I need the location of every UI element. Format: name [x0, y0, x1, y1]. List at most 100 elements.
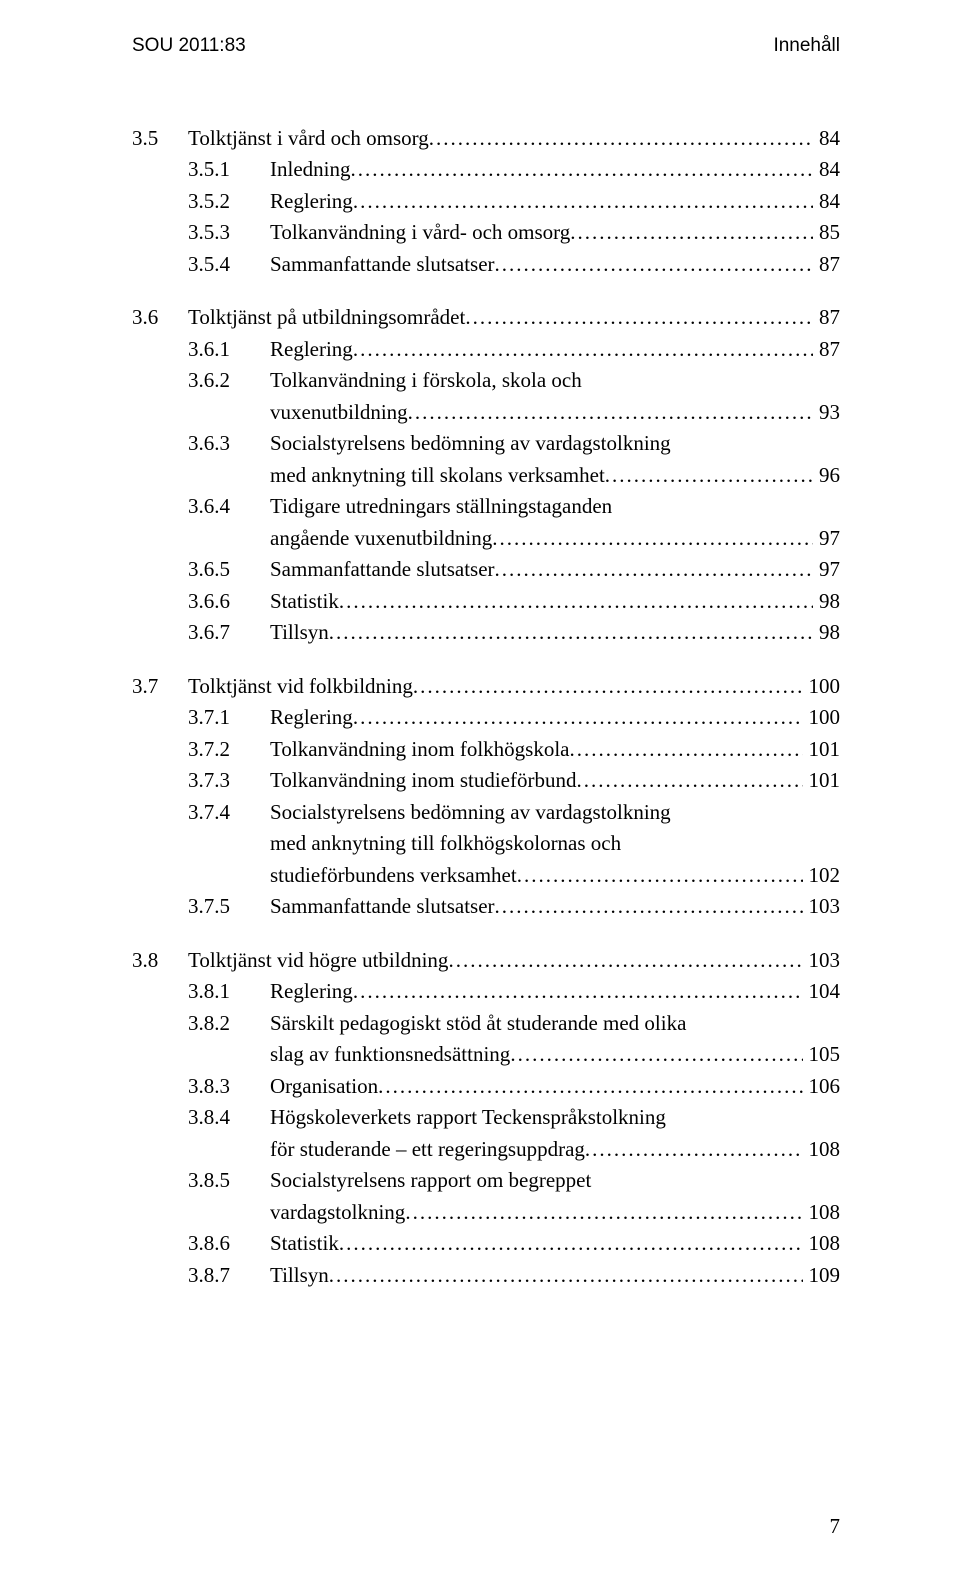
toc-leader [577, 765, 803, 797]
toc-item-page: 104 [803, 976, 841, 1008]
toc-item-continuation-text: vardagstolkning [270, 1197, 405, 1229]
toc-item-title: Statistik [270, 1228, 339, 1260]
toc-leader [495, 249, 813, 281]
toc-item-continuation: studieförbundens verksamhet102 [132, 860, 840, 892]
toc-item-page: 105 [803, 1039, 841, 1071]
page-number: 7 [830, 1511, 841, 1543]
toc-item-continuation: med anknytning till skolans verksamhet96 [132, 460, 840, 492]
toc-section: 3.8Tolktjänst vid högre utbildning1033.8… [132, 945, 840, 1292]
toc-item-continuation-text: vuxenutbildning [270, 397, 408, 429]
toc-section-number: 3.5 [132, 123, 188, 155]
toc-section-title: Tolktjänst vid högre utbildning [188, 945, 448, 977]
toc-section-row: 3.8Tolktjänst vid högre utbildning103 [132, 945, 840, 977]
toc-item-page: 108 [803, 1134, 841, 1166]
toc-item-continuation-text: slag av funktionsnedsättning [270, 1039, 510, 1071]
toc-item-row: 3.7.3Tolkanvändning inom studieförbund10… [132, 765, 840, 797]
header-left: SOU 2011:83 [132, 32, 246, 61]
toc-leader [353, 702, 803, 734]
toc-item-number: 3.5.3 [188, 217, 270, 249]
toc-item-row: 3.7.4Socialstyrelsens bedömning av varda… [132, 797, 840, 829]
table-of-contents: 3.5Tolktjänst i vård och omsorg843.5.1In… [132, 123, 840, 1292]
toc-item-number: 3.7.2 [188, 734, 270, 766]
toc-leader [353, 186, 813, 218]
toc-item-title: Tolkanvändning inom folkhögskola [270, 734, 570, 766]
toc-leader [405, 1197, 802, 1229]
toc-item-number: 3.5.1 [188, 154, 270, 186]
toc-item-row: 3.6.3Socialstyrelsens bedömning av varda… [132, 428, 840, 460]
toc-section: 3.6Tolktjänst på utbildningsområdet873.6… [132, 302, 840, 649]
toc-item-row: 3.6.6Statistik98 [132, 586, 840, 618]
page-header: SOU 2011:83 Innehåll [132, 32, 840, 61]
toc-item-number: 3.8.5 [188, 1165, 270, 1197]
toc-item-title: Tillsyn [270, 1260, 329, 1292]
toc-item-number: 3.6.5 [188, 554, 270, 586]
toc-item-page: 108 [803, 1197, 841, 1229]
toc-leader [585, 1134, 803, 1166]
toc-section-page: 100 [803, 671, 841, 703]
toc-item-page: 108 [803, 1228, 841, 1260]
toc-item-row: 3.8.7Tillsyn109 [132, 1260, 840, 1292]
toc-item-page: 97 [813, 554, 840, 586]
toc-item-title: Tillsyn [270, 617, 329, 649]
toc-leader [329, 617, 813, 649]
toc-leader [495, 554, 813, 586]
toc-leader [413, 671, 803, 703]
toc-item-number: 3.6.3 [188, 428, 270, 460]
toc-item-title: Sammanfattande slutsatser [270, 554, 495, 586]
toc-item-row: 3.8.1Reglering104 [132, 976, 840, 1008]
toc-item-page: 101 [803, 765, 841, 797]
toc-leader [339, 586, 813, 618]
toc-item-title: Socialstyrelsens bedömning av vardagstol… [270, 797, 671, 829]
toc-leader [429, 123, 813, 155]
toc-item-row: 3.5.4Sammanfattande slutsatser 87 [132, 249, 840, 281]
toc-item-row: 3.8.6Statistik108 [132, 1228, 840, 1260]
toc-leader [605, 460, 813, 492]
toc-item-title: Sammanfattande slutsatser [270, 249, 495, 281]
toc-item-number: 3.8.4 [188, 1102, 270, 1134]
toc-item-title: Tolkanvändning inom studieförbund [270, 765, 577, 797]
toc-leader [353, 334, 813, 366]
toc-item-row: 3.6.1Reglering87 [132, 334, 840, 366]
toc-item-number: 3.6.7 [188, 617, 270, 649]
toc-item-number: 3.6.2 [188, 365, 270, 397]
toc-item-number: 3.6.6 [188, 586, 270, 618]
toc-item-page: 98 [813, 617, 840, 649]
toc-item-number: 3.6.4 [188, 491, 270, 523]
toc-section: 3.7Tolktjänst vid folkbildning1003.7.1Re… [132, 671, 840, 923]
toc-leader [448, 945, 802, 977]
toc-item-number: 3.5.4 [188, 249, 270, 281]
toc-item-number: 3.7.5 [188, 891, 270, 923]
toc-item-row: 3.6.4Tidigare utredningars ställningstag… [132, 491, 840, 523]
toc-item-title: Tolkanvändning i förskola, skola och [270, 365, 582, 397]
toc-item-page: 87 [813, 249, 840, 281]
toc-item-number: 3.7.1 [188, 702, 270, 734]
toc-item-continuation-text: med anknytning till skolans verksamhet [270, 460, 605, 492]
toc-section-number: 3.8 [132, 945, 188, 977]
toc-item-row: 3.8.5Socialstyrelsens rapport om begrepp… [132, 1165, 840, 1197]
toc-item-title: Reglering [270, 186, 353, 218]
toc-item-row: 3.6.7Tillsyn 98 [132, 617, 840, 649]
toc-item-row: 3.8.2Särskilt pedagogiskt stöd åt studer… [132, 1008, 840, 1040]
toc-item-page: 98 [813, 586, 840, 618]
toc-leader [350, 154, 813, 186]
toc-section-row: 3.6Tolktjänst på utbildningsområdet87 [132, 302, 840, 334]
toc-item-title: Reglering [270, 976, 353, 1008]
toc-item-number: 3.8.3 [188, 1071, 270, 1103]
toc-section-page: 84 [813, 123, 840, 155]
toc-item-page: 109 [803, 1260, 841, 1292]
toc-item-row: 3.5.3Tolkanvändning i vård- och omsorg85 [132, 217, 840, 249]
toc-item-continuation: slag av funktionsnedsättning 105 [132, 1039, 840, 1071]
header-right: Innehåll [773, 32, 840, 61]
toc-leader [465, 302, 813, 334]
toc-item-number: 3.8.2 [188, 1008, 270, 1040]
toc-item-row: 3.8.4Högskoleverkets rapport Teckenspråk… [132, 1102, 840, 1134]
toc-item-page: 102 [803, 860, 841, 892]
toc-item-page: 97 [813, 523, 840, 555]
toc-item-continuation-text: för studerande – ett regeringsuppdrag [270, 1134, 585, 1166]
toc-item-page: 101 [803, 734, 841, 766]
toc-item-continuation: angående vuxenutbildning97 [132, 523, 840, 555]
toc-leader [378, 1071, 802, 1103]
toc-item-number: 3.6.1 [188, 334, 270, 366]
toc-item-title: Högskoleverkets rapport Teckenspråkstolk… [270, 1102, 666, 1134]
toc-item-page: 93 [813, 397, 840, 429]
